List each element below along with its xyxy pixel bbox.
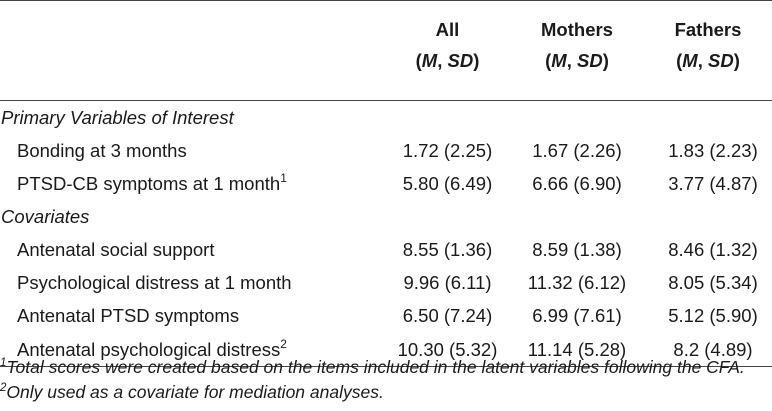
table-row: Antenatal social support 8.55 (1.36) 8.5… — [0, 233, 772, 266]
column-header-fathers-label: Fathers — [674, 19, 742, 40]
footnote-text-2: Only used as a covariate for mediation a… — [6, 382, 384, 402]
row-label: Bonding at 3 months — [17, 140, 187, 161]
row-label: Antenatal psychological distress2 — [0, 332, 385, 367]
cell-fathers: 3.77 (4.87) — [668, 173, 758, 194]
footnote-marker-2: 2 — [0, 382, 7, 394]
group-row: Primary Variables of Interest — [0, 101, 772, 135]
table-row: PTSD-CB symptoms at 1 month1 5.80 (6.49)… — [0, 167, 772, 200]
cell-mothers: 1.67 (2.26) — [532, 140, 622, 161]
table-header: All (M, SD) Mothers (M, SD) Fathers (M, … — [0, 0, 772, 101]
row-label: Antenatal social support — [17, 239, 215, 260]
column-header-mothers-sub: (M, SD) — [545, 50, 609, 71]
header-blank-cell — [0, 1, 385, 101]
column-header-all-label: All — [435, 19, 460, 40]
footnote-marker-1: 1 — [0, 357, 7, 369]
group-label: Covariates — [1, 206, 90, 227]
row-label: Antenatal PTSD symptoms — [17, 305, 240, 326]
group-label: Primary Variables of Interest — [1, 107, 234, 128]
column-header-mothers-label: Mothers — [541, 19, 613, 40]
column-header-all: All (M, SD) — [385, 1, 510, 101]
table-row: Antenatal psychological distress2 10.30 … — [0, 332, 772, 367]
cell-all: 8.55 (1.36) — [402, 239, 493, 260]
cell-mothers: 6.66 (6.90) — [532, 173, 622, 194]
column-header-all-sub: (M, SD) — [415, 50, 480, 71]
table-row: Antenatal PTSD symptoms 6.50 (7.24) 6.99… — [0, 299, 772, 332]
top-rule — [0, 0, 772, 1]
column-header-fathers: Fathers (M, SD) — [644, 1, 772, 101]
cell-all: 6.50 (7.24) — [402, 305, 493, 326]
cell-fathers: 8.2 (4.89) — [644, 332, 772, 367]
cell-fathers: 8.46 (1.32) — [668, 239, 758, 260]
row-label: PTSD-CB symptoms at 1 month1 — [17, 171, 287, 194]
cell-all: 10.30 (5.32) — [385, 332, 510, 367]
cell-fathers: 8.05 (5.34) — [668, 272, 758, 293]
footnote-marker: 1 — [280, 171, 287, 185]
column-header-fathers-sub: (M, SD) — [676, 50, 740, 71]
cell-fathers: 1.83 (2.23) — [668, 140, 758, 161]
cell-mothers: 11.14 (5.28) — [510, 332, 644, 367]
footnote-text-1: Total scores were created based on the i… — [6, 357, 745, 377]
cell-all: 1.72 (2.25) — [402, 140, 493, 161]
table-row: Bonding at 3 months 1.72 (2.25) 1.67 (2.… — [0, 134, 772, 167]
row-label: Psychological distress at 1 month — [17, 272, 292, 293]
table-footnote: 1Total scores were created based on the … — [0, 355, 772, 405]
cell-fathers: 5.12 (5.90) — [668, 305, 758, 326]
cell-mothers: 11.32 (6.12) — [527, 272, 627, 293]
cell-mothers: 6.99 (7.61) — [532, 305, 622, 326]
cell-all: 9.96 (6.11) — [403, 272, 492, 293]
table-row: Psychological distress at 1 month 9.96 (… — [0, 266, 772, 299]
cell-all: 5.80 (6.49) — [402, 173, 493, 194]
footnote-marker: 2 — [280, 336, 287, 351]
descriptives-table: All (M, SD) Mothers (M, SD) Fathers (M, … — [0, 0, 772, 367]
column-header-mothers: Mothers (M, SD) — [510, 1, 644, 101]
cell-mothers: 8.59 (1.38) — [532, 239, 622, 260]
table-body: Primary Variables of Interest Bonding at… — [0, 101, 772, 367]
group-row: Covariates — [0, 200, 772, 233]
